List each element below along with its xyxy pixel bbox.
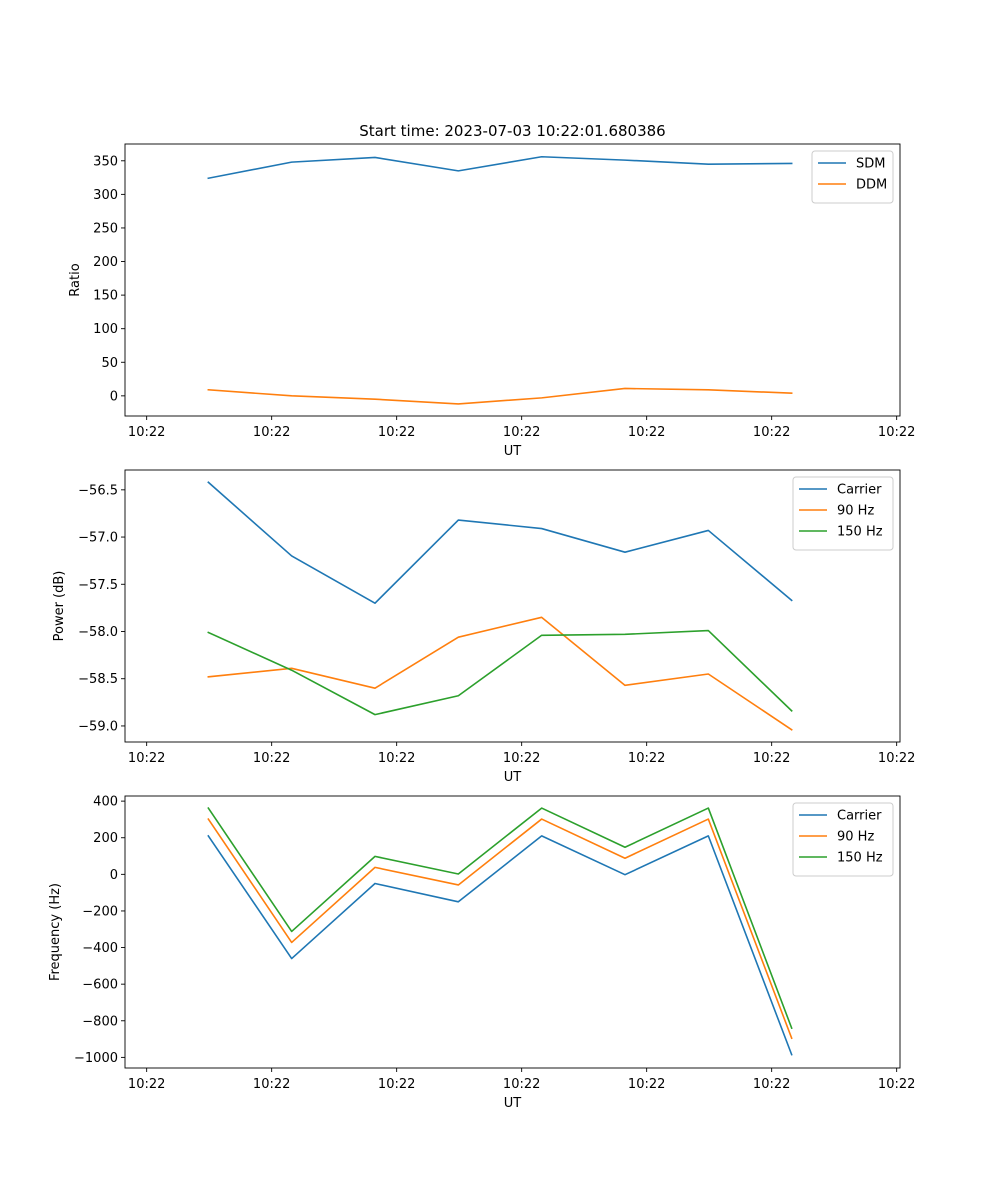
ratio-x-axis-label: UT bbox=[504, 444, 522, 459]
ratio-y-tick-label: 50 bbox=[101, 356, 118, 371]
power-legend-label: Carrier bbox=[837, 483, 882, 498]
power-panel: −59.0 −58.5 −58.0 −57.5 −57.0 −56.5 10:22 10:22… bbox=[52, 469, 915, 785]
frequency-y-axis-label: Frequency (Hz) bbox=[48, 883, 63, 981]
power-x-tick-label: 10:22 bbox=[253, 751, 290, 766]
frequency-y-tick-label: −800 bbox=[82, 1014, 118, 1029]
frequency-x-tick-label: 10:22 bbox=[753, 1077, 790, 1092]
frequency-x-tick-label: 10:22 bbox=[128, 1077, 165, 1092]
frequency-y-tick-label: −400 bbox=[82, 941, 118, 956]
power-x-axis-label: UT bbox=[504, 770, 522, 785]
ratio-x-tick-label: 10:22 bbox=[253, 425, 290, 440]
power-y-tick-label: −59.0 bbox=[78, 719, 118, 734]
frequency-x-tick-label: 10:22 bbox=[878, 1077, 915, 1092]
ratio-x-tick-label: 10:22 bbox=[628, 425, 665, 440]
frequency-y-tick-label: 200 bbox=[93, 831, 118, 846]
ratio-series-sdm bbox=[207, 155, 793, 180]
ratio-x-tick-label: 10:22 bbox=[878, 425, 915, 440]
ratio-x-tick-label: 10:22 bbox=[128, 425, 165, 440]
frequency-legend: Carrier 90 Hz 150 Hz bbox=[792, 802, 894, 877]
frequency-legend-label: 90 Hz bbox=[837, 830, 874, 845]
frequency-series-carrier bbox=[207, 834, 793, 1056]
ratio-y-tick-label: 350 bbox=[93, 154, 118, 169]
power-x-tick-label: 10:22 bbox=[628, 751, 665, 766]
ratio-y-tick-label: 150 bbox=[93, 289, 118, 304]
power-x-tick-label: 10:22 bbox=[378, 751, 415, 766]
ratio-legend-box bbox=[811, 150, 894, 204]
ratio-legend-label: DDM bbox=[856, 178, 887, 193]
power-y-tick-label: −56.5 bbox=[78, 483, 118, 498]
ratio-y-axis-label: Ratio bbox=[68, 263, 83, 296]
frequency-legend-label: 150 Hz bbox=[837, 851, 883, 866]
ratio-y-tick-label: 250 bbox=[93, 221, 118, 236]
frequency-x-tick-label: 10:22 bbox=[253, 1077, 290, 1092]
ratio-legend: SDM DDM bbox=[811, 150, 894, 204]
ratio-panel: 0 50 100 150 200 250 300 350 10:22 10:22 10:22 10:2… bbox=[68, 143, 915, 459]
power-series-carrier bbox=[207, 481, 793, 604]
ratio-x-tick-label: 10:22 bbox=[753, 425, 790, 440]
power-legend-label: 150 Hz bbox=[837, 525, 883, 540]
power-x-tick-label: 10:22 bbox=[878, 751, 915, 766]
power-y-tick-label: −58.0 bbox=[78, 625, 118, 640]
power-x-tick-label: 10:22 bbox=[753, 751, 790, 766]
power-axes-frame bbox=[124, 469, 901, 743]
power-series-90-hz bbox=[207, 616, 793, 731]
power-y-tick-label: −57.0 bbox=[78, 531, 118, 546]
ratio-y-tick-label: 300 bbox=[93, 188, 118, 203]
power-series-150-hz bbox=[207, 629, 793, 716]
power-x-tick-label: 10:22 bbox=[128, 751, 165, 766]
frequency-series-90-hz bbox=[207, 817, 793, 1040]
power-y-tick-label: −57.5 bbox=[78, 578, 118, 593]
ratio-y-tick-label: 0 bbox=[110, 389, 118, 404]
power-y-axis-label: Power (dB) bbox=[52, 571, 67, 642]
frequency-legend-label: Carrier bbox=[837, 809, 882, 824]
ratio-y-tick-label: 200 bbox=[93, 255, 118, 270]
power-legend-label: 90 Hz bbox=[837, 504, 874, 519]
ratio-x-tick-label: 10:22 bbox=[378, 425, 415, 440]
frequency-y-tick-label: −600 bbox=[82, 978, 118, 993]
frequency-y-tick-label: −200 bbox=[82, 904, 118, 919]
ratio-axes-frame bbox=[124, 143, 901, 417]
ratio-y-tick-label: 100 bbox=[93, 322, 118, 337]
frequency-series-150-hz bbox=[207, 806, 793, 1030]
frequency-y-tick-label: 400 bbox=[93, 795, 118, 810]
chart-title: Start time: 2023-07-03 10:22:01.680386 bbox=[359, 122, 665, 140]
frequency-x-tick-label: 10:22 bbox=[628, 1077, 665, 1092]
frequency-y-tick-label: 0 bbox=[110, 868, 118, 883]
frequency-panel: −1000 −800 −600 −400 −200 0 200 400 10:22 10:22 10… bbox=[48, 795, 915, 1111]
power-legend: Carrier 90 Hz 150 Hz bbox=[792, 476, 894, 551]
power-y-tick-label: −58.5 bbox=[78, 672, 118, 687]
frequency-axes-frame bbox=[124, 795, 901, 1069]
ratio-legend-label: SDM bbox=[856, 157, 885, 172]
frequency-x-tick-label: 10:22 bbox=[378, 1077, 415, 1092]
frequency-x-tick-label: 10:22 bbox=[503, 1077, 540, 1092]
frequency-x-axis-label: UT bbox=[504, 1096, 522, 1111]
ratio-x-tick-label: 10:22 bbox=[503, 425, 540, 440]
ratio-series-ddm bbox=[207, 387, 793, 405]
power-x-tick-label: 10:22 bbox=[503, 751, 540, 766]
frequency-y-tick-label: −1000 bbox=[74, 1051, 118, 1066]
